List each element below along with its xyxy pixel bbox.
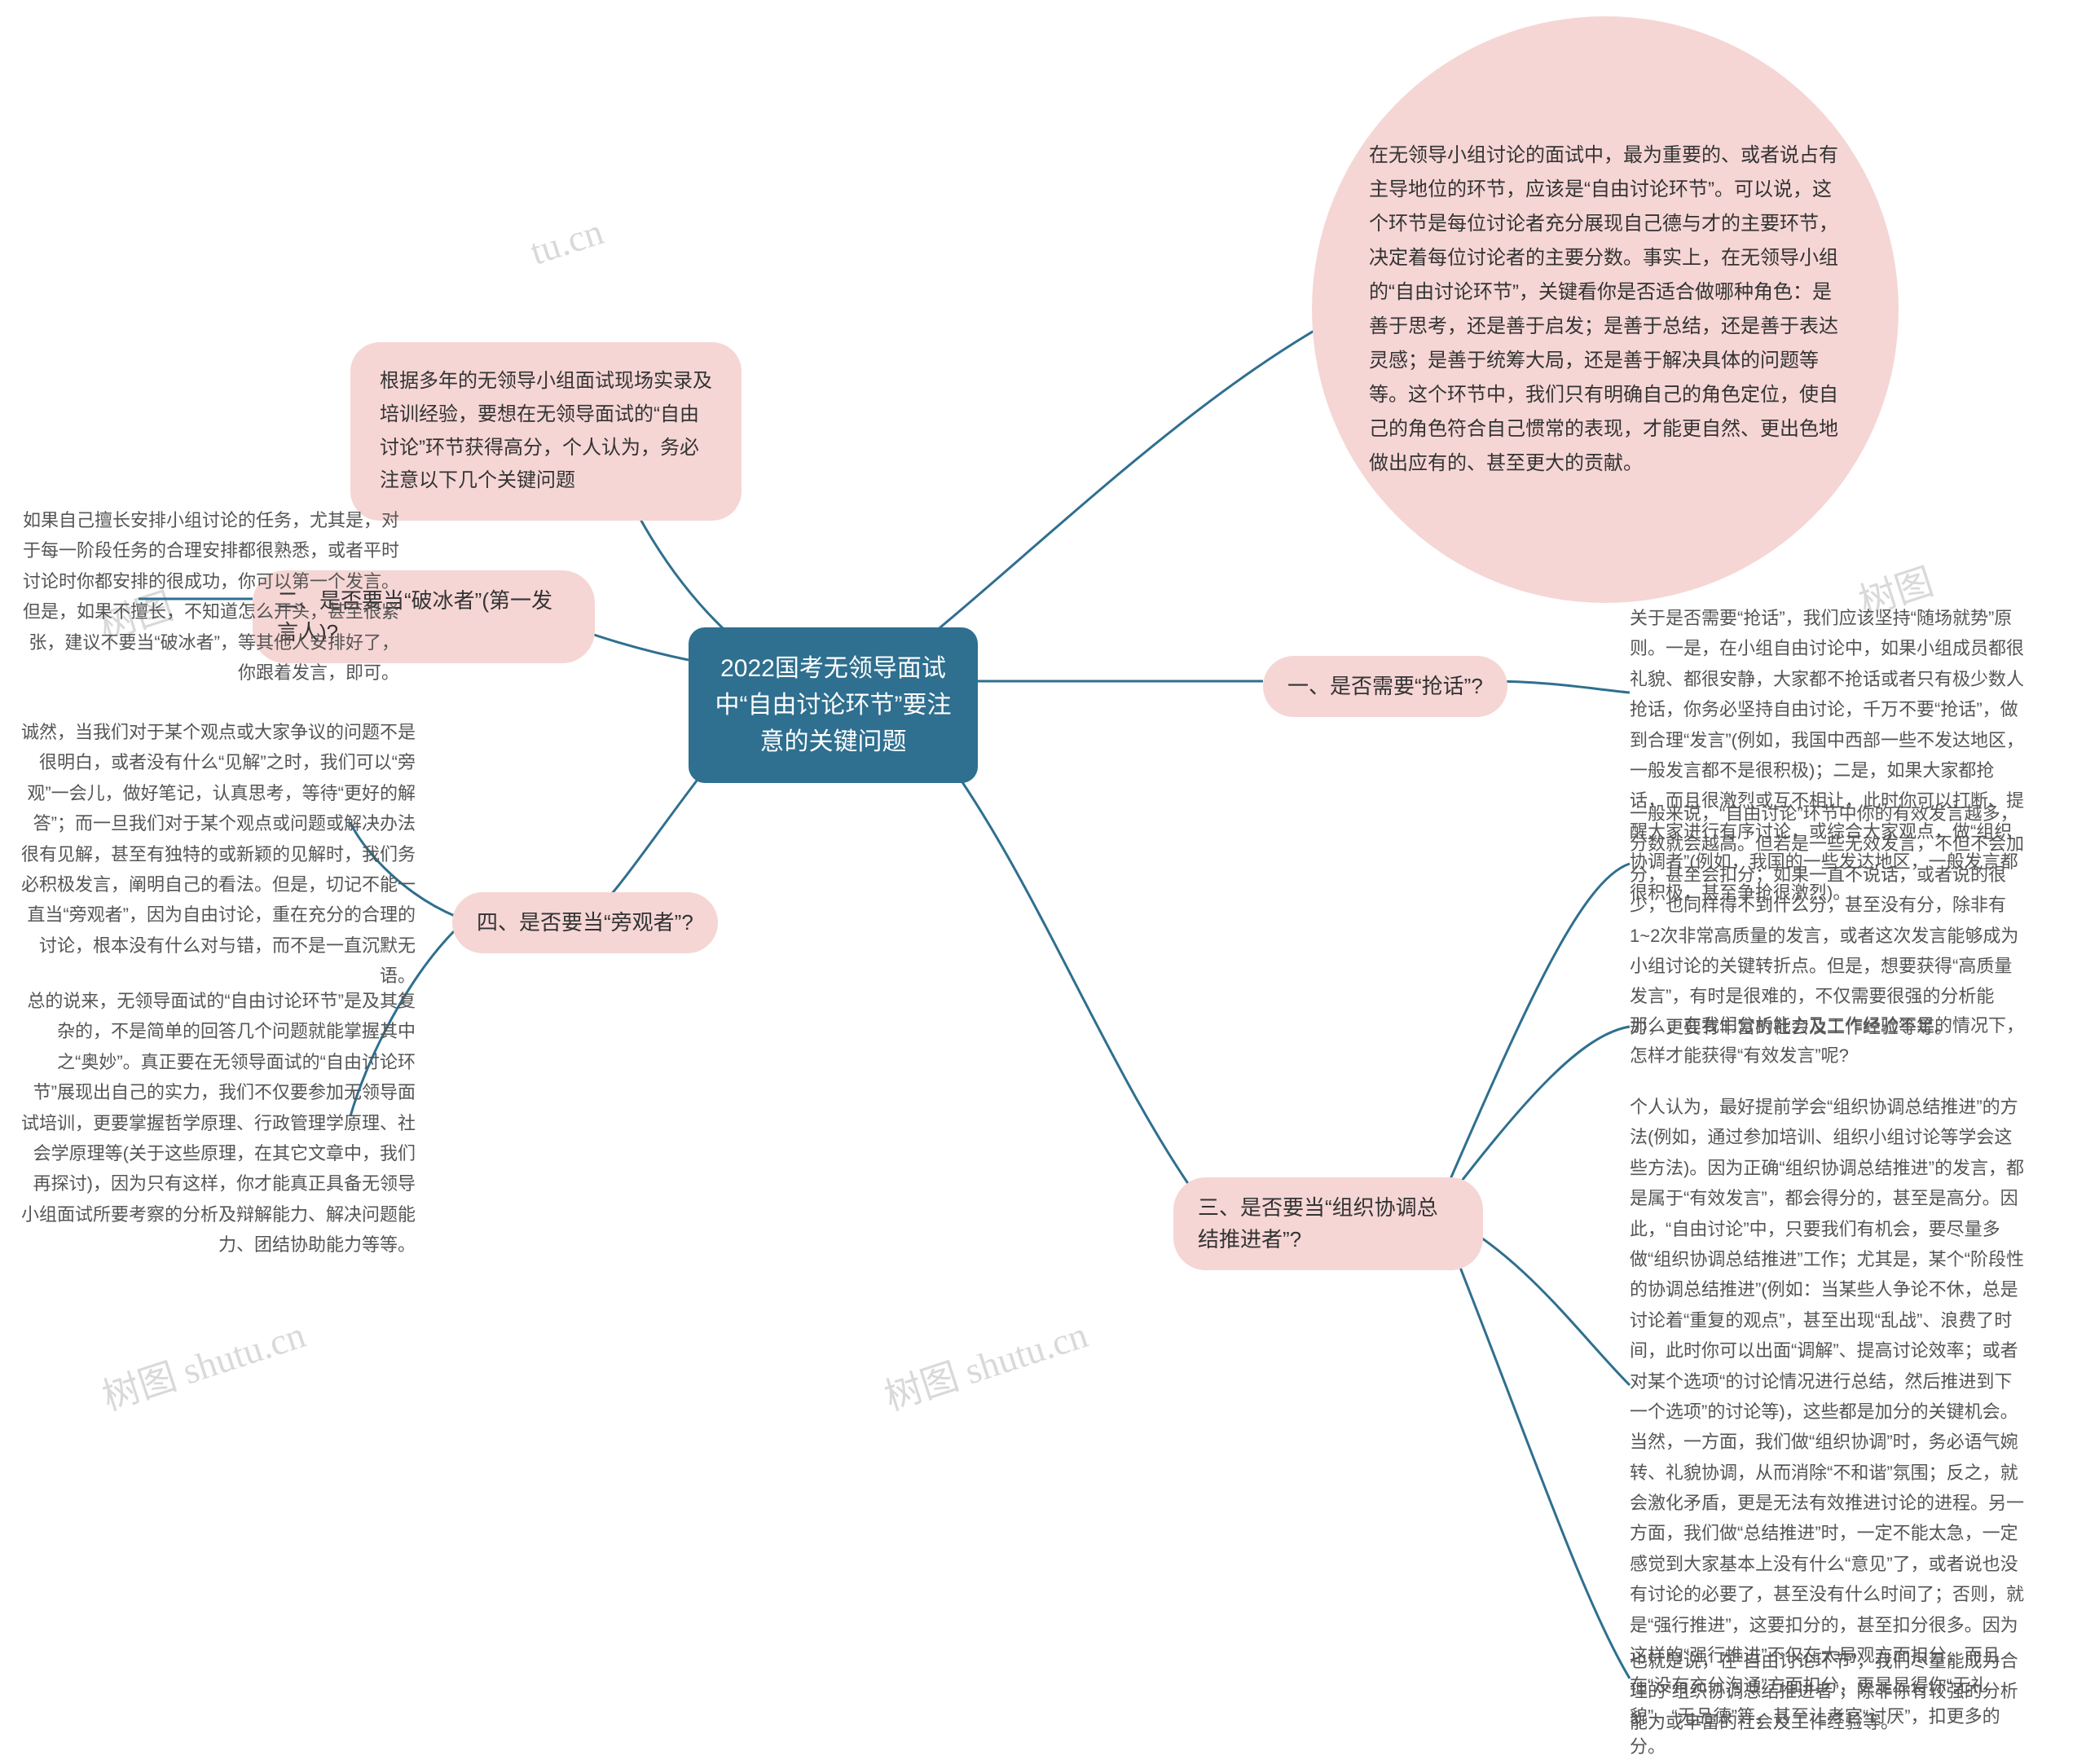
overview-text: 在无领导小组讨论的面试中，最为重要的、或者说占有主导地位的环节，应该是“自由讨论… — [1369, 144, 1838, 474]
branch-1-label: 一、是否需要“抢话”? — [1287, 674, 1483, 698]
branch-3-leaf-3: 也就是说，在“自由讨论环节”，我们尽量能成为合理的“组织协调总结推进者”，除非你… — [1630, 1646, 2029, 1737]
branch-2-leaf-0: 如果自己擅长安排小组讨论的任务，尤其是，对于每一阶段任务的合理安排都很熟悉，或者… — [16, 505, 399, 688]
center-label: 2022国考无领导面试中“自由讨论环节”要注意的关键问题 — [715, 655, 952, 755]
branch-3-leaf-0: 一般来说，“自由讨论”环节中你的有效发言越多，分数就会越高。但若是一些无效发言，… — [1630, 798, 2029, 1042]
branch-4: 四、是否要当“旁观者”? — [452, 892, 718, 953]
branch-3-leaf-1: 那么，在我们分析能力及工作经验不足的情况下，怎样才能获得“有效发言”呢? — [1630, 1010, 2029, 1071]
branch-4-label: 四、是否要当“旁观者”? — [477, 910, 693, 935]
intro-text: 根据多年的无领导小组面试现场实录及培训经验，要想在无领导面试的“自由讨论”环节获… — [380, 370, 712, 491]
intro-bubble: 根据多年的无领导小组面试现场实录及培训经验，要想在无领导面试的“自由讨论”环节获… — [350, 342, 742, 521]
branch-4-leaf-1: 总的说来，无领导面试的“自由讨论环节”是及其复杂的，不是简单的回答几个问题就能掌… — [16, 986, 416, 1260]
overview-bubble: 在无领导小组讨论的面试中，最为重要的、或者说占有主导地位的环节，应该是“自由讨论… — [1312, 16, 1899, 603]
branch-3: 三、是否要当“组织协调总结推进者”? — [1173, 1177, 1483, 1270]
watermark: 树图 shutu.cn — [877, 1305, 1094, 1422]
center-node: 2022国考无领导面试中“自由讨论环节”要注意的关键问题 — [689, 627, 978, 783]
branch-4-leaf-0: 诚然，当我们对于某个观点或大家争议的问题不是很明白，或者没有什么“见解”之时，我… — [16, 717, 416, 992]
watermark: tu.cn — [525, 209, 609, 273]
watermark: 树图 shutu.cn — [95, 1305, 311, 1422]
branch-1: 一、是否需要“抢话”? — [1263, 656, 1507, 717]
branch-3-label: 三、是否要当“组织协调总结推进者”? — [1198, 1195, 1438, 1252]
